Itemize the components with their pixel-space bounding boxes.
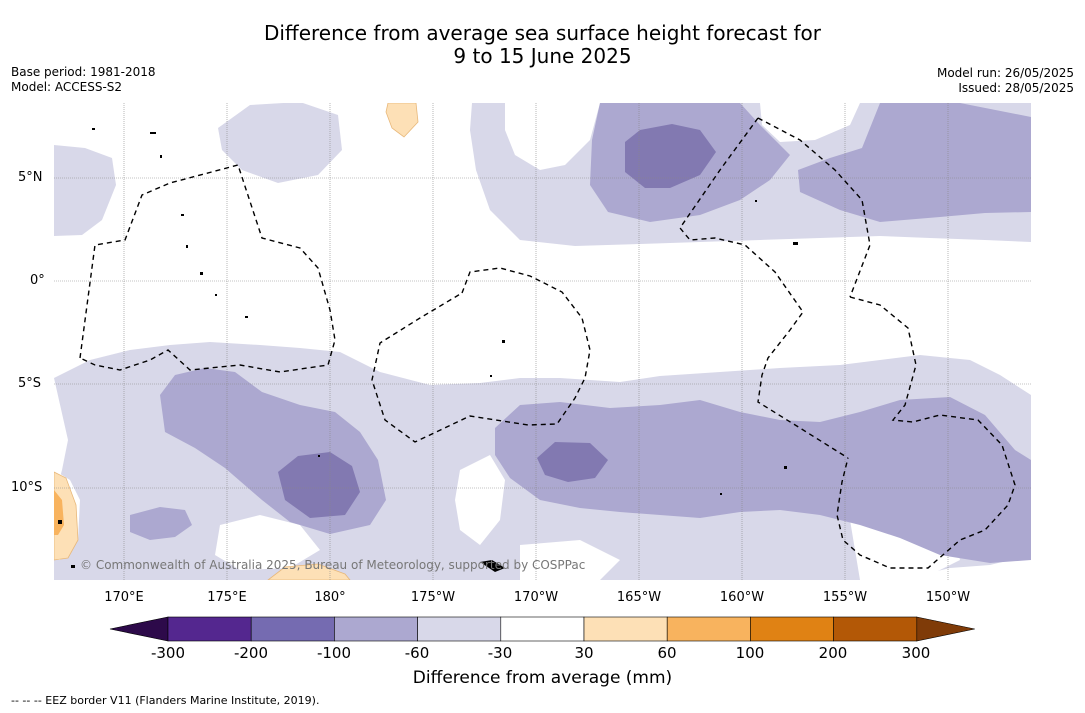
anomaly-positive-regions (54, 103, 419, 580)
eez-phoenix-east (679, 117, 849, 459)
map-title: Difference from average sea surface heig… (0, 22, 1085, 68)
lat-label-10s: 10°S (11, 480, 43, 495)
colorbar-tick: 200 (818, 644, 848, 662)
lat-label-0: 0° (30, 273, 45, 288)
lon-label-160w: 160°W (719, 590, 765, 605)
issued-date: Issued: 28/05/2025 (958, 81, 1074, 95)
eez-legend: -- -- -- EEZ border V11 (Flanders Marine… (11, 694, 320, 707)
lon-label-150w: 150°W (925, 590, 971, 605)
sea-height-field (54, 103, 1031, 580)
eez-line-islands-south (836, 296, 1016, 569)
eez-line-islands (757, 117, 871, 298)
colorbar-tick: 100 (735, 644, 765, 662)
north-blob-west (218, 103, 342, 183)
lon-label-175w: 175°W (410, 590, 456, 605)
lon-label-170w: 170°W (513, 590, 559, 605)
colorbar-segment (750, 616, 834, 642)
colorbar-tick: -30 (487, 644, 513, 662)
title-line-2: 9 to 15 June 2025 (453, 44, 632, 68)
colorbar-segment (167, 616, 252, 642)
lat-label-5n: 5°N (18, 170, 43, 185)
lon-label-180: 180° (314, 590, 346, 605)
copyright-credit: © Commonwealth of Australia 2025, Bureau… (80, 558, 586, 572)
graticule (54, 103, 1031, 580)
colorbar-tick: 300 (901, 644, 931, 662)
lon-label-155w: 155°W (822, 590, 868, 605)
meta-left: Base period: 1981-2018 Model: ACCESS-S2 (11, 65, 156, 95)
colorbar-tick: -100 (316, 644, 352, 662)
colorbar-segment (500, 616, 585, 642)
colorbar-segment (417, 616, 502, 642)
model-name: Model: ACCESS-S2 (11, 80, 123, 94)
colorbar-segment (833, 616, 918, 642)
colorbar-segment (583, 616, 668, 642)
colorbar-extend-high (916, 616, 975, 642)
lon-label-170e: 170°E (104, 590, 144, 605)
colorbar-segment (334, 616, 418, 642)
lon-label-175e: 175°E (207, 590, 247, 605)
south-central-band (495, 397, 1031, 563)
colorbar-label: Difference from average (mm) (412, 668, 673, 688)
colorbar-tick: -300 (150, 644, 186, 662)
title-line-1: Difference from average sea surface heig… (263, 21, 822, 45)
colorbar-tick: 30 (574, 644, 594, 662)
colorbar-extend-low (109, 616, 169, 642)
south-small-blob (130, 507, 192, 540)
base-period: Base period: 1981-2018 (11, 65, 156, 79)
anomaly-dark-purple-regions (278, 124, 716, 518)
model-run: Model run: 26/05/2025 (936, 66, 1074, 80)
colorbar-segment (250, 616, 335, 642)
eez-kiribati-gilberts (79, 164, 336, 373)
colorbar-tick: -60 (404, 644, 430, 662)
meta-right: Model run: 26/05/2025 Issued: 28/05/2025 (937, 66, 1074, 96)
northwest-edge (54, 145, 116, 236)
eez-borders (79, 117, 1016, 569)
colorbar-tick: -200 (233, 644, 269, 662)
islands (58, 128, 798, 572)
north-east-blob (798, 103, 1031, 222)
lat-label-5s: 5°S (18, 376, 42, 391)
lon-label-165w: 165°W (616, 590, 662, 605)
colorbar-segment (666, 616, 751, 642)
colorbar-tick: 60 (657, 644, 677, 662)
